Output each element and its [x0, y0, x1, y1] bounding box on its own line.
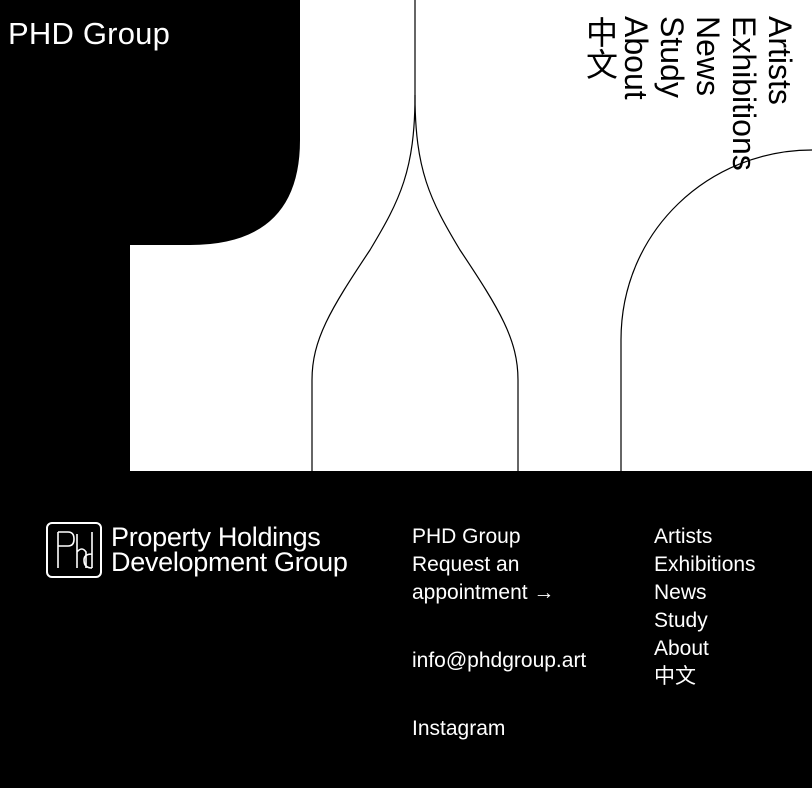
footer-nav-artists[interactable]: Artists — [654, 525, 713, 548]
footer-nav-about[interactable]: About — [654, 637, 709, 660]
phd-monogram-icon — [46, 522, 102, 578]
logo-text: Property Holdings Development Group — [111, 522, 348, 577]
instagram-link[interactable]: Instagram — [412, 717, 506, 740]
footer-nav: Artists Exhibitions News Study About 中文 — [654, 523, 804, 691]
footer-nav-chinese[interactable]: 中文 — [654, 665, 696, 688]
contact-name: PHD Group — [412, 525, 521, 548]
arch-dome-curve — [620, 149, 812, 471]
footer-nav-exhibitions[interactable]: Exhibitions — [654, 553, 756, 576]
email-link[interactable]: info@phdgroup.art — [412, 649, 587, 672]
nav-item-exhibitions[interactable]: Exhibitions — [726, 16, 762, 171]
nav-item-artists[interactable]: Artists — [762, 16, 798, 105]
footer-logo[interactable]: Property Holdings Development Group — [46, 522, 348, 578]
nav-item-chinese[interactable]: 中文 — [582, 16, 618, 80]
request-appointment-link[interactable]: Request an appointment → — [412, 553, 555, 604]
site-title[interactable]: PHD Group — [8, 16, 171, 51]
black-corner-shape — [0, 0, 300, 471]
nav-item-study[interactable]: Study — [654, 16, 690, 98]
footer-nav-news[interactable]: News — [654, 581, 707, 604]
hero-graphic — [0, 0, 812, 471]
footer-nav-study[interactable]: Study — [654, 609, 708, 632]
arch-right-curve — [414, 94, 519, 471]
arch-left-curve — [311, 0, 416, 471]
nav-item-news[interactable]: News — [690, 16, 726, 97]
arch-illustration — [0, 0, 812, 471]
logo-line-1: Property Holdings — [111, 522, 321, 552]
footer — [0, 471, 812, 788]
logo-line-2: Development Group — [111, 547, 348, 577]
footer-contact: PHD Group Request an appointment → info@… — [412, 523, 642, 743]
top-nav: Artists Exhibitions News Study About 中文 — [582, 16, 798, 186]
nav-item-about[interactable]: About — [618, 16, 654, 100]
